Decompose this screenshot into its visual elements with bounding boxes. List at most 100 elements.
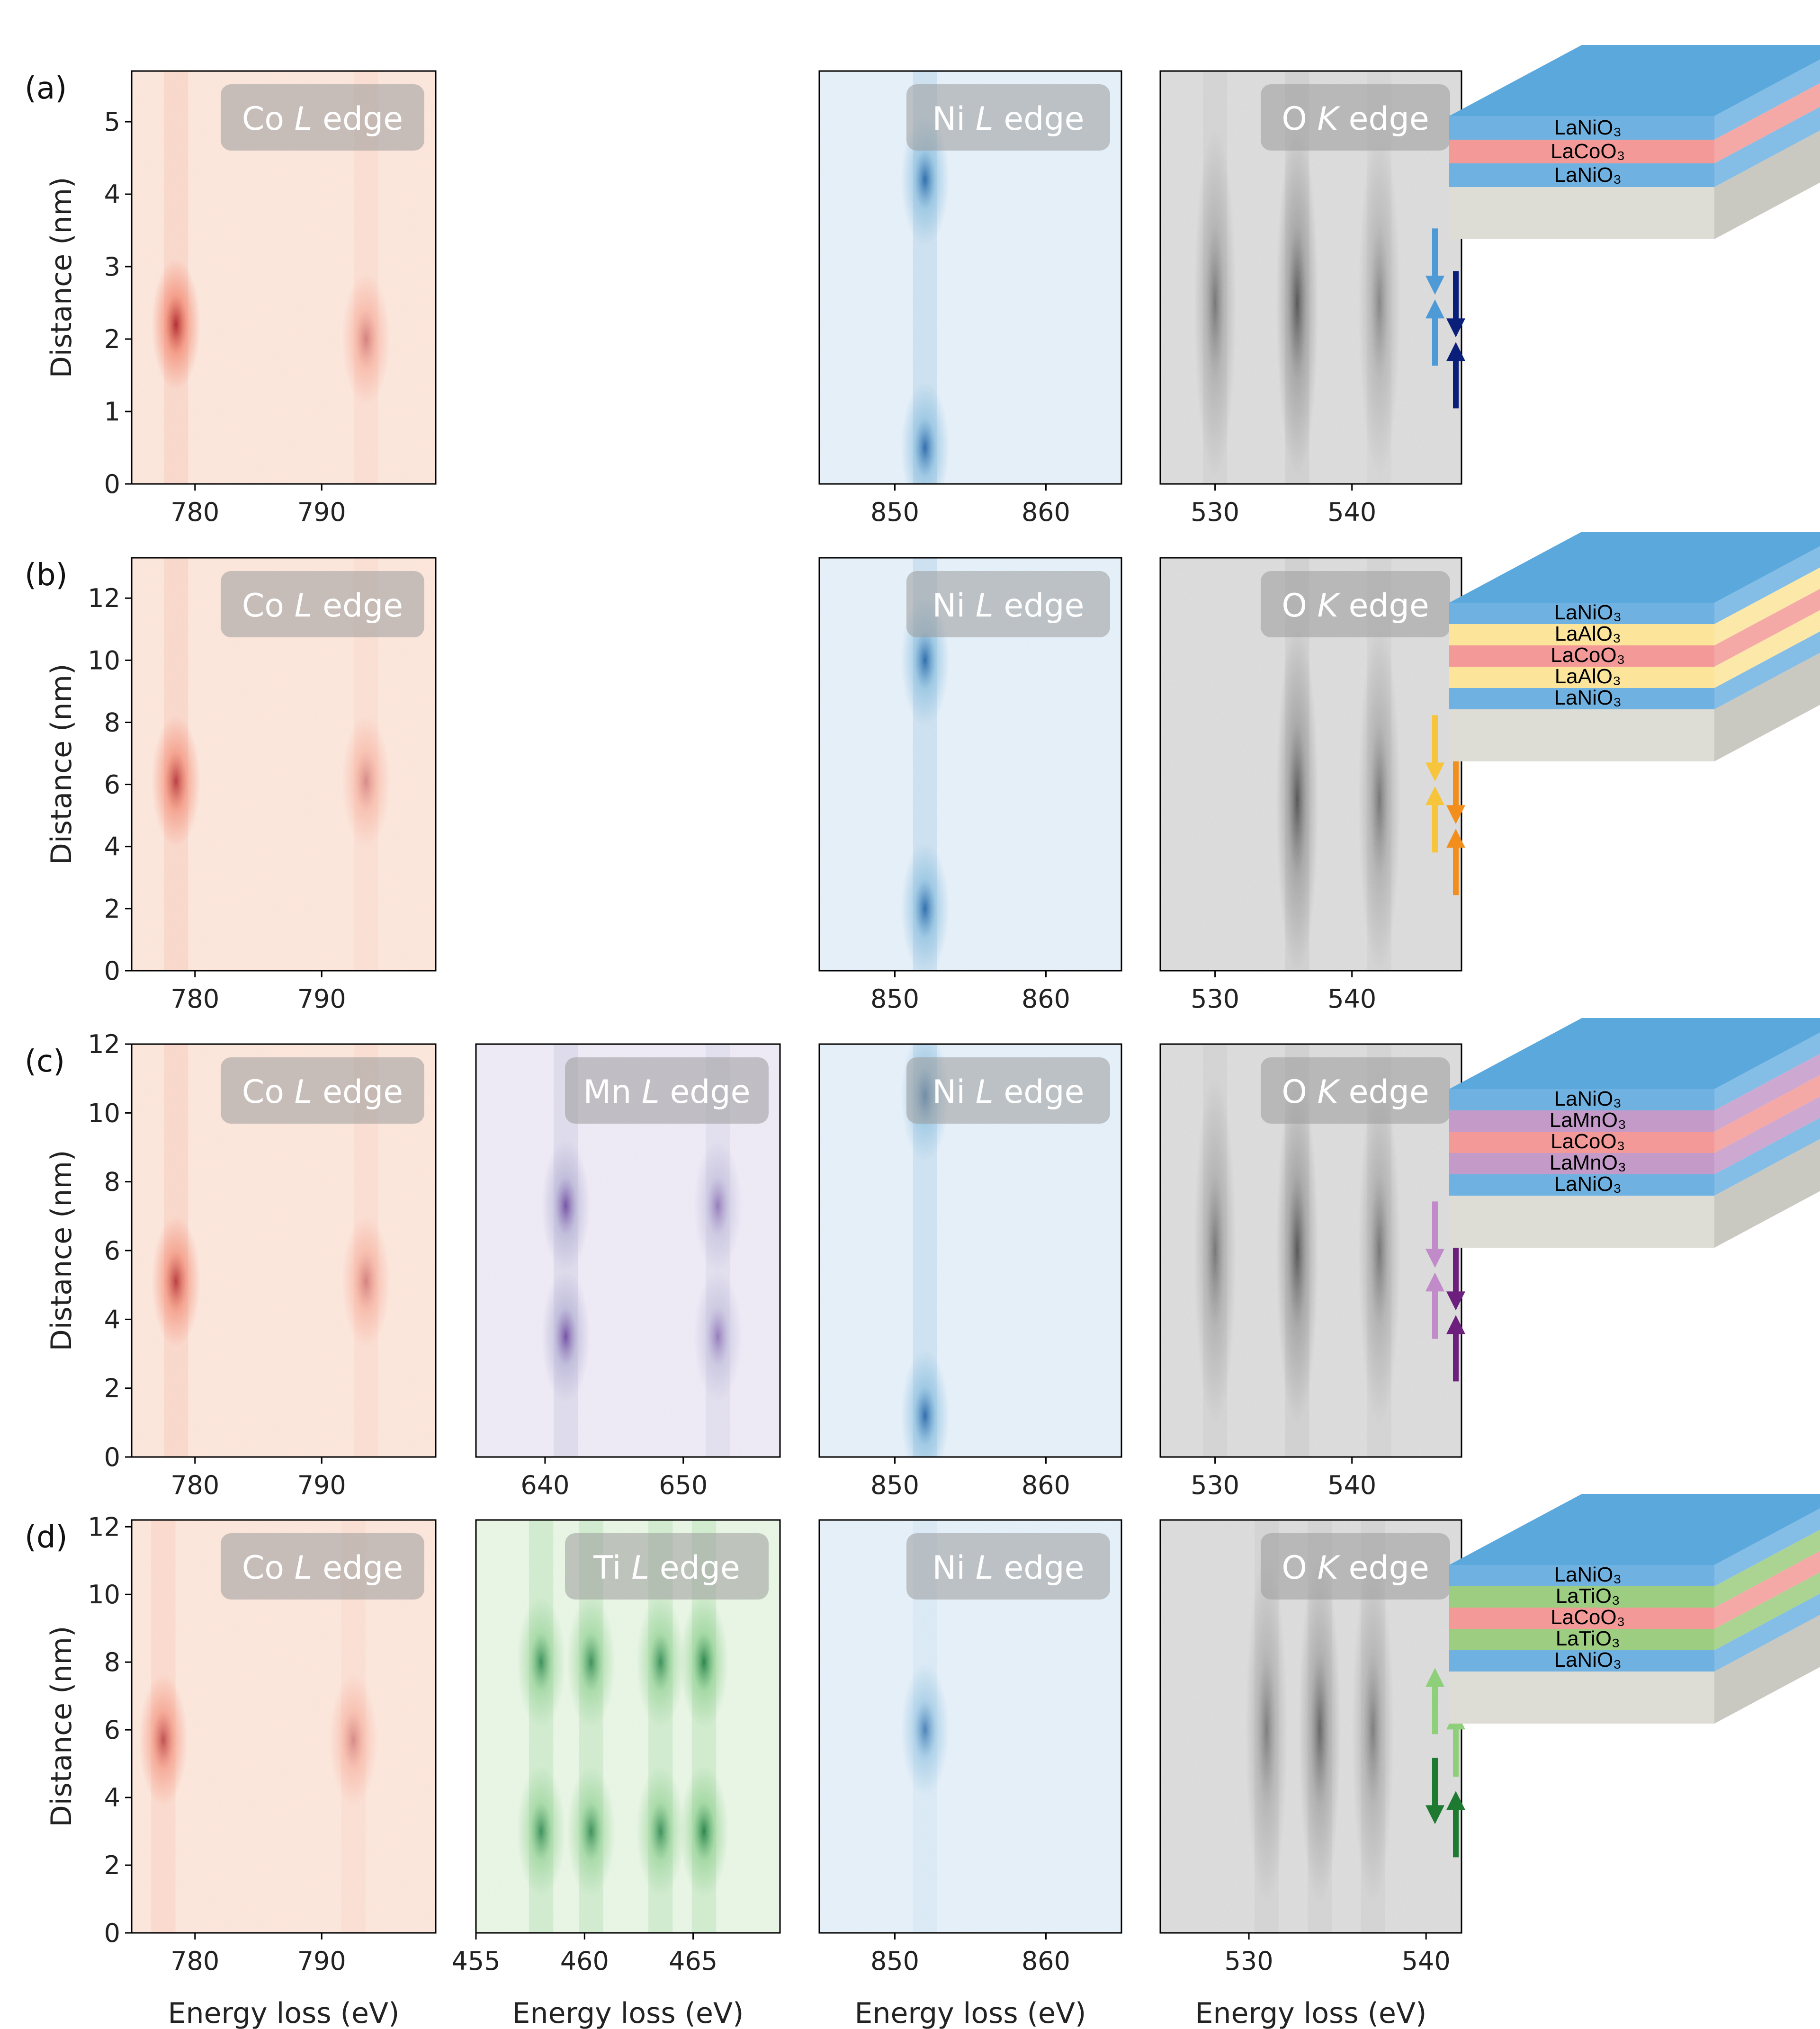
layer-front-face (1449, 667, 1714, 688)
substrate-side (1714, 130, 1820, 239)
layer-front-face (1449, 603, 1714, 624)
layer-side-face (1714, 610, 1820, 688)
layer-front-face (1449, 624, 1714, 645)
x-axis-label: Energy loss (eV) (855, 1997, 1086, 2029)
spin-arrow-up (1426, 1272, 1444, 1339)
y-tick-label: 4 (104, 179, 120, 209)
layer-side-face (1714, 1032, 1820, 1110)
edge-badge-label: Co L edge (242, 587, 403, 625)
x-tick-label: 860 (1022, 1946, 1070, 1976)
x-tick-label: 465 (669, 1946, 717, 1976)
edge-badge (221, 1533, 424, 1600)
edge-badge (906, 571, 1110, 637)
substrate-front (1449, 187, 1714, 239)
layer-label: LaNiO₃ (1554, 1087, 1622, 1110)
map-ti-edge: 455 460 465 Ti L edge Energy loss (eV) (451, 1519, 781, 2029)
layer-side-face (1714, 1529, 1820, 1608)
edge-badge-label: Ni L edge (932, 1549, 1085, 1587)
y-tick-label: 12 (88, 1512, 120, 1542)
edge-badge (565, 1533, 769, 1600)
x-tick-label: 860 (1022, 1470, 1070, 1500)
x-tick-label: 850 (870, 1946, 919, 1976)
y-tick-label: 12 (88, 583, 120, 613)
edge-badge (1261, 1533, 1450, 1600)
spin-arrow-down (1426, 1201, 1444, 1268)
y-tick-label: 8 (104, 1647, 120, 1677)
substrate-front (1449, 1196, 1714, 1248)
map-ni-edge: 850 860 Ni L edge Energy loss (eV) (818, 1519, 1122, 2029)
x-tick-label: 860 (1022, 984, 1070, 1014)
edge-badge-label: O K edge (1282, 587, 1429, 625)
edge-badge-label: O K edge (1282, 100, 1429, 138)
layer-label: LaTiO₃ (1556, 1584, 1620, 1608)
layer-label: LaCoO₃ (1551, 140, 1625, 163)
x-tick-label: 530 (1191, 1470, 1239, 1500)
edge-badge (906, 84, 1110, 151)
x-tick-label: 780 (170, 1946, 219, 1976)
layer-label: LaNiO₃ (1554, 686, 1622, 709)
spin-arrow-up (1446, 342, 1465, 409)
map-o-edge: 530 540 O K edge (1159, 1043, 1462, 1500)
spin-arrow-down (1446, 758, 1465, 824)
stack-top-face (1449, 532, 1820, 603)
layer-front-face (1449, 1608, 1714, 1629)
y-tick-label: 4 (104, 1305, 120, 1334)
layer-label: LaNiO₃ (1554, 1563, 1622, 1586)
spin-arrow-up (1446, 1315, 1465, 1382)
edge-badge (1261, 1057, 1450, 1124)
spin-arrow-down (1426, 1758, 1444, 1824)
y-tick-label: 12 (88, 1029, 120, 1059)
y-tick-label: 6 (104, 1715, 120, 1745)
x-tick-label: 790 (297, 1470, 346, 1500)
layer-side-face (1714, 631, 1820, 709)
edge-badge (906, 1057, 1110, 1124)
layer-label: LaMnO₃ (1550, 1108, 1626, 1132)
layer-side-face (1714, 59, 1820, 140)
spin-arrow-down (1446, 271, 1465, 338)
y-tick-label: 4 (104, 832, 120, 862)
y-tick-label: 8 (104, 1167, 120, 1197)
edge-badge-label: Ti L edge (593, 1549, 740, 1587)
map-o-edge: 530 540 O K edge Energy loss (eV) (1159, 1519, 1462, 2029)
map-co-edge: 780 790 0 2 4 6 8 10 12 Co L edge Energy loss (eV) (88, 1512, 437, 2029)
y-tick-label: 0 (104, 1442, 120, 1472)
y-axis-label: Distance (nm) (45, 177, 78, 378)
layer-label: LaAlO₃ (1555, 665, 1621, 688)
x-tick-label: 455 (451, 1946, 500, 1976)
layer-side-face (1714, 1075, 1820, 1153)
x-tick-label: 530 (1191, 497, 1239, 527)
y-tick-label: 10 (88, 1580, 120, 1609)
edge-badge-label: O K edge (1282, 1549, 1429, 1587)
map-frame (1159, 70, 1462, 485)
y-axis-label: Distance (nm) (45, 1150, 78, 1351)
edge-badge-label: Co L edge (242, 1549, 403, 1587)
layer-side-face (1714, 107, 1820, 187)
map-frame (131, 70, 437, 485)
map-frame (1159, 1043, 1462, 1458)
x-tick-label: 530 (1225, 1946, 1273, 1976)
layer-front-face (1449, 1565, 1714, 1586)
layer-side-face (1714, 589, 1820, 667)
panel-label: (b) (25, 558, 68, 593)
y-tick-label: 6 (104, 770, 120, 800)
map-frame (818, 557, 1122, 972)
x-tick-label: 790 (297, 984, 346, 1014)
y-tick-label: 5 (104, 107, 120, 137)
map-o-edge: 530 540 O K edge (1159, 557, 1462, 1014)
edge-badge-label: Ni L edge (932, 100, 1085, 138)
substrate-front (1449, 709, 1714, 761)
y-tick-label: 0 (104, 1918, 120, 1948)
edge-badge-label: Ni L edge (932, 1073, 1085, 1111)
edge-badge (1261, 571, 1450, 637)
substrate-side (1714, 1615, 1820, 1724)
y-tick-label: 3 (104, 252, 120, 282)
map-co-edge: 780 790 0 2 4 6 8 10 12 Co L edge (88, 1029, 437, 1500)
x-tick-label: 780 (170, 984, 219, 1014)
layer-label: LaNiO₃ (1554, 163, 1622, 187)
map-mn-edge: 640 650 Mn L edge (475, 1043, 781, 1500)
y-tick-label: 2 (104, 1374, 120, 1403)
x-tick-label: 850 (870, 1470, 919, 1500)
map-co-edge: 780 790 0 1 2 3 4 5 Co L edge (104, 70, 437, 527)
